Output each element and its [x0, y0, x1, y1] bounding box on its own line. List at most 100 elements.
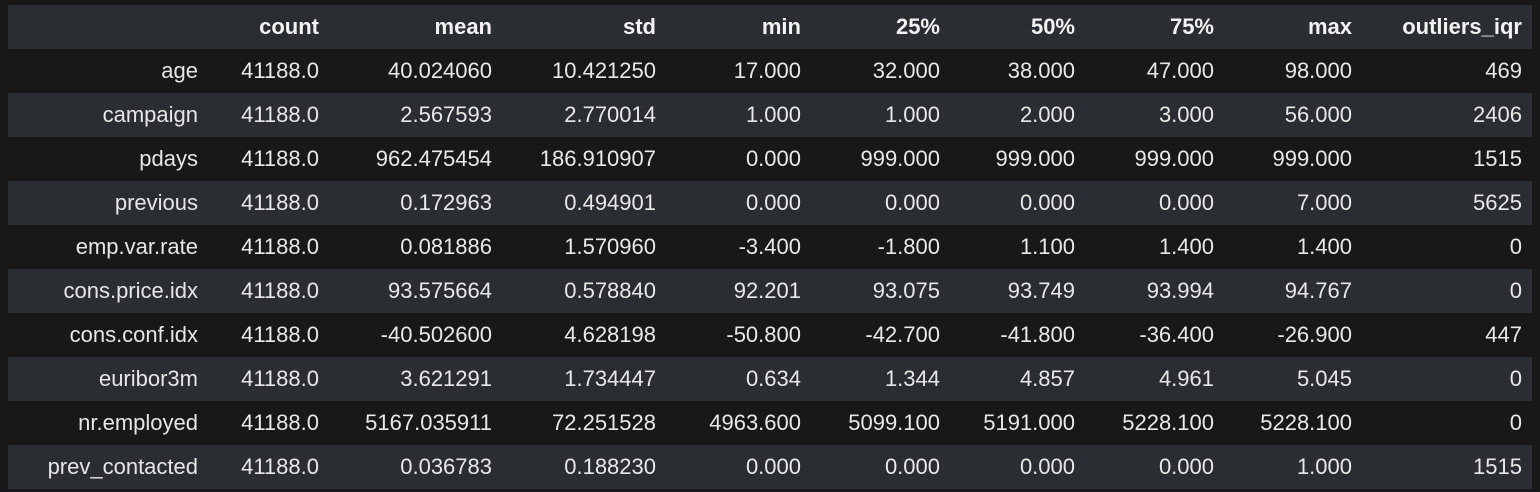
cell-75pct: 4.961: [1158, 366, 1214, 391]
table-row: nr.employed 41188.0 5167.035911 72.251528 49…: [8, 401, 1532, 445]
cell-75pct: 1.400: [1158, 234, 1214, 259]
cell-std: 10.421250: [552, 58, 656, 83]
cell-outliers-iqr: 469: [1485, 58, 1522, 83]
row-label: euribor3m: [98, 366, 198, 391]
cell-max: 5228.100: [1260, 410, 1352, 435]
table-body: age 41188.0 40.024060 10.421250 17.000 32.000…: [8, 49, 1532, 489]
column-header-mean: mean: [434, 14, 492, 39]
cell-std: 186.910907: [539, 146, 656, 171]
cell-mean: 0.172963: [400, 190, 492, 215]
cell-max: 98.000: [1284, 58, 1352, 83]
row-label: emp.var.rate: [75, 234, 198, 259]
cell-75pct: 999.000: [1134, 146, 1214, 171]
cell-25pct: -42.700: [865, 322, 940, 347]
cell-outliers-iqr: 2406: [1473, 102, 1522, 127]
cell-outliers-iqr: 0: [1509, 366, 1522, 391]
row-label: previous: [114, 190, 198, 215]
row-label: nr.employed: [78, 410, 198, 435]
cell-max: 999.000: [1272, 146, 1352, 171]
header-row: count mean std min 25% 50% 75% max outli…: [8, 5, 1532, 49]
column-header-max: max: [1307, 14, 1352, 39]
table-row: euribor3m 41188.0 3.621291 1.734447 0.634 1.3…: [8, 357, 1532, 401]
cell-outliers-iqr: 0: [1509, 278, 1522, 303]
cell-min: 17.000: [733, 58, 801, 83]
cell-max: 56.000: [1284, 102, 1352, 127]
cell-std: 0.188230: [564, 454, 656, 479]
cell-count: 41188.0: [241, 366, 319, 391]
cell-75pct: 47.000: [1146, 58, 1214, 83]
row-label: campaign: [102, 102, 198, 127]
table-row: cons.conf.idx 41188.0 -40.502600 4.628198 -5…: [8, 313, 1532, 357]
cell-mean: 93.575664: [388, 278, 492, 303]
column-header-std: std: [623, 14, 656, 39]
cell-75pct: 3.000: [1158, 102, 1214, 127]
cell-25pct: 93.075: [872, 278, 940, 303]
cell-std: 1.734447: [564, 366, 656, 391]
column-header-min: min: [761, 14, 801, 39]
cell-count: 41188.0: [241, 146, 319, 171]
cell-25pct: -1.800: [877, 234, 940, 259]
cell-25pct: 5099.100: [848, 410, 940, 435]
cell-outliers-iqr: 1515: [1473, 454, 1522, 479]
row-label: cons.conf.idx: [69, 322, 198, 347]
column-header-25pct: 25%: [895, 14, 940, 39]
cell-max: -26.900: [1277, 322, 1352, 347]
cell-max: 1.000: [1296, 454, 1352, 479]
cell-25pct: 1.000: [884, 102, 940, 127]
table-row: prev_contacted 41188.0 0.036783 0.188230 0.0…: [8, 445, 1532, 489]
cell-50pct: 999.000: [995, 146, 1075, 171]
column-header-count: count: [259, 14, 319, 39]
cell-50pct: 5191.000: [983, 410, 1075, 435]
cell-std: 0.494901: [564, 190, 656, 215]
cell-mean: 5167.035911: [365, 410, 492, 435]
cell-min: 4963.600: [709, 410, 801, 435]
cell-count: 41188.0: [241, 410, 319, 435]
row-label: cons.price.idx: [63, 278, 198, 303]
cell-mean: 3.621291: [400, 366, 492, 391]
cell-std: 0.578840: [564, 278, 656, 303]
cell-std: 72.251528: [552, 410, 656, 435]
cell-75pct: 93.994: [1146, 278, 1214, 303]
cell-outliers-iqr: 0: [1509, 234, 1522, 259]
cell-std: 1.570960: [564, 234, 656, 259]
cell-max: 1.400: [1296, 234, 1352, 259]
cell-count: 41188.0: [241, 58, 319, 83]
cell-50pct: 4.857: [1019, 366, 1075, 391]
cell-std: 4.628198: [564, 322, 656, 347]
cell-count: 41188.0: [241, 454, 319, 479]
cell-50pct: 2.000: [1019, 102, 1075, 127]
cell-75pct: 0.000: [1158, 190, 1214, 215]
cell-max: 7.000: [1296, 190, 1352, 215]
cell-25pct: 0.000: [884, 454, 940, 479]
cell-count: 41188.0: [241, 278, 319, 303]
table-row: age 41188.0 40.024060 10.421250 17.000 32.000…: [8, 49, 1532, 93]
cell-std: 2.770014: [564, 102, 656, 127]
column-header-75pct: 75%: [1169, 14, 1214, 39]
cell-max: 94.767: [1284, 278, 1352, 303]
cell-mean: 2.567593: [400, 102, 492, 127]
cell-min: -3.400: [738, 234, 801, 259]
row-label: pdays: [139, 146, 198, 171]
column-header-50pct: 50%: [1030, 14, 1075, 39]
cell-25pct: 999.000: [860, 146, 940, 171]
cell-25pct: 0.000: [884, 190, 940, 215]
cell-outliers-iqr: 1515: [1473, 146, 1522, 171]
cell-75pct: 0.000: [1158, 454, 1214, 479]
cell-min: 0.000: [745, 454, 801, 479]
cell-min: 0.000: [745, 190, 801, 215]
cell-max: 5.045: [1296, 366, 1352, 391]
cell-mean: 0.081886: [400, 234, 492, 259]
dataframe-output: count mean std min 25% 50% 75% max outli…: [8, 5, 1532, 489]
cell-25pct: 1.344: [884, 366, 940, 391]
row-label: prev_contacted: [47, 454, 198, 479]
cell-mean: -40.502600: [380, 322, 492, 347]
cell-min: 0.634: [745, 366, 801, 391]
column-header-index: [8, 5, 208, 49]
describe-table: count mean std min 25% 50% 75% max outli…: [8, 5, 1532, 489]
cell-min: 92.201: [733, 278, 801, 303]
cell-75pct: 5228.100: [1122, 410, 1214, 435]
row-label: age: [161, 58, 198, 83]
cell-mean: 40.024060: [388, 58, 492, 83]
table-row: pdays 41188.0 962.475454 186.910907 0.000 999…: [8, 137, 1532, 181]
cell-min: 0.000: [745, 146, 801, 171]
